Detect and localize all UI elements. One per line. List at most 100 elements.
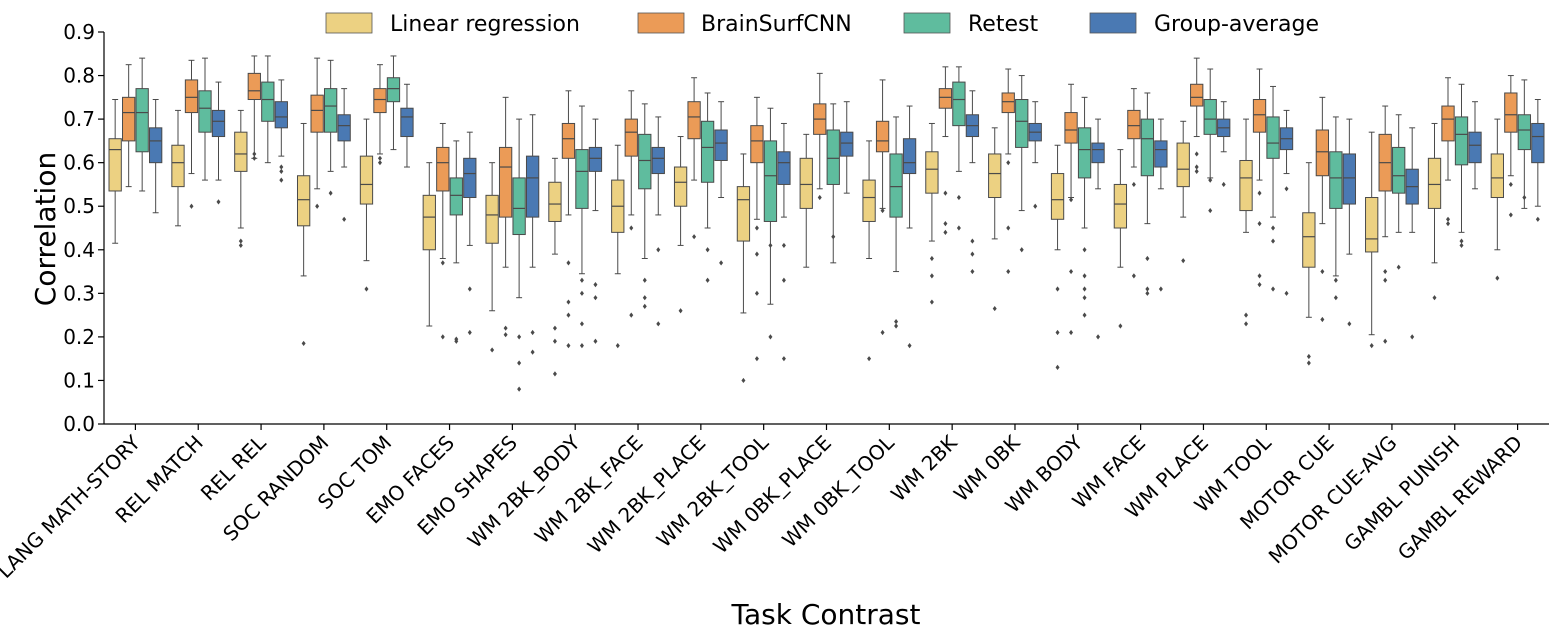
box <box>525 155 540 218</box>
box <box>548 181 562 222</box>
box <box>1517 114 1531 151</box>
outlier-point <box>552 325 557 331</box>
outlier-point <box>1333 295 1338 301</box>
outlier-point <box>1069 329 1074 336</box>
box <box>1427 157 1442 209</box>
box <box>359 155 374 205</box>
box <box>373 88 387 114</box>
outlier-point <box>754 225 759 231</box>
outlier-point <box>1082 247 1087 253</box>
outlier-point <box>1181 258 1186 264</box>
outlier-point <box>1055 286 1060 292</box>
legend-label-brainsurfcnn: BrainSurfCNN <box>701 12 852 37</box>
box <box>799 157 813 209</box>
box <box>952 81 966 127</box>
outlier-point <box>579 277 584 283</box>
box <box>1392 146 1406 194</box>
box <box>1490 153 1504 199</box>
outlier-point <box>1320 316 1325 323</box>
outlier-point <box>1306 353 1311 360</box>
outlier-point <box>579 290 584 296</box>
box <box>1091 142 1105 164</box>
outlier-point <box>1082 295 1087 301</box>
outlier-point <box>781 356 786 362</box>
outlier-point <box>454 338 459 344</box>
outlier-point <box>503 332 508 338</box>
outlier-point <box>956 194 961 201</box>
x-tick-label: WM 0BK_TOOL <box>777 430 899 552</box>
box <box>700 120 715 183</box>
outlier-point <box>929 255 934 262</box>
y-tick-label: 0.1 <box>63 368 95 392</box>
box <box>498 146 513 218</box>
box <box>1050 173 1065 220</box>
outlier-point <box>593 338 598 344</box>
outlier-point <box>503 325 508 331</box>
outlier-point <box>238 238 243 244</box>
box <box>575 149 589 209</box>
y-tick-label: 0.4 <box>63 238 95 262</box>
outlier-point <box>781 277 786 283</box>
x-tick-label: WM 2BK_TOOL <box>652 430 774 552</box>
box <box>750 125 764 164</box>
box <box>485 194 499 244</box>
x-axis-title: Task Contrast <box>731 598 921 631</box>
box <box>687 101 701 140</box>
x-tick-label: WM 2BK_FACE <box>530 431 648 549</box>
outlier-point <box>1145 286 1150 292</box>
outlier-point <box>566 312 571 318</box>
outlier-point <box>1082 273 1087 279</box>
box <box>1064 112 1078 144</box>
box <box>1001 92 1015 114</box>
outlier-point <box>1459 242 1464 249</box>
outlier-point <box>1069 268 1074 275</box>
outlier-point <box>252 151 257 157</box>
outlier-point <box>1194 151 1199 157</box>
outlier-point <box>1118 323 1123 329</box>
outlier-point <box>530 329 535 336</box>
outlier-point <box>867 356 872 362</box>
outlier-point <box>530 349 535 355</box>
outlier-point <box>566 343 571 349</box>
box <box>1154 140 1168 168</box>
outlier-point <box>1257 282 1262 288</box>
outlier-point <box>1194 164 1199 170</box>
outlier-point <box>1055 364 1060 370</box>
outlier-point <box>1208 207 1213 214</box>
outlier-point <box>364 286 369 292</box>
y-tick-label: 0.6 <box>63 151 95 175</box>
outlier-point <box>440 260 445 266</box>
legend-label-retest: Retest <box>968 12 1038 37</box>
outlier-point <box>1271 238 1276 244</box>
outlier-point <box>579 343 584 349</box>
outlier-point <box>377 155 382 161</box>
outlier-point <box>719 260 724 266</box>
y-tick-label: 0.9 <box>63 20 95 44</box>
outlier-point <box>1522 194 1527 201</box>
box <box>988 153 1002 199</box>
box <box>184 79 199 114</box>
outlier-point <box>252 155 257 161</box>
box <box>862 179 876 222</box>
outlier-point <box>880 329 885 336</box>
outlier-point <box>768 334 773 340</box>
x-tick-label: WM 2BK_BODY <box>463 430 586 553</box>
outlier-point <box>1208 177 1213 183</box>
box <box>1454 116 1469 166</box>
box <box>1140 118 1155 177</box>
box <box>651 146 665 175</box>
box <box>763 140 778 222</box>
outlier-point <box>1257 273 1262 279</box>
outlier-point <box>301 340 306 347</box>
outlier-point <box>656 321 661 327</box>
outlier-point <box>1257 190 1262 196</box>
outlier-point <box>1410 334 1415 340</box>
box <box>449 177 463 216</box>
outlier-point <box>377 160 382 166</box>
legend: Linear regression BrainSurfCNN Retest Gr… <box>325 12 1319 37</box>
box <box>122 96 136 142</box>
outlier-point <box>970 268 975 275</box>
box <box>1342 153 1357 205</box>
outlier-point <box>1069 197 1074 203</box>
